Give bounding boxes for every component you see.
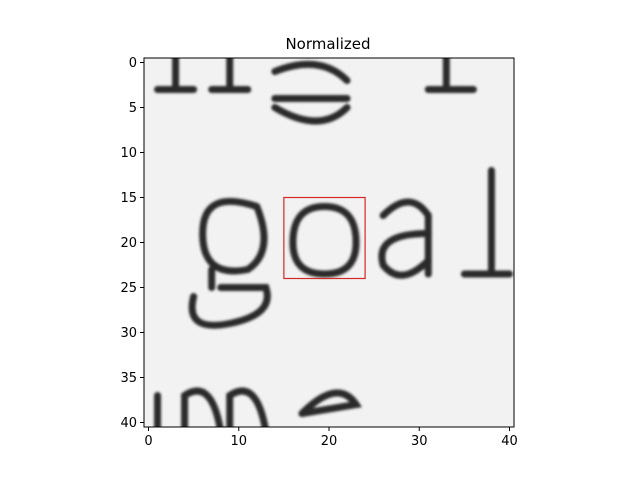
x-tick-label: 30	[411, 434, 428, 449]
glyph-stroke	[188, 284, 271, 329]
heatmap-image	[144, 58, 514, 427]
glyph-stroke	[226, 387, 269, 427]
highlight-box	[283, 196, 366, 280]
y-tick-label: 25	[120, 281, 137, 296]
glyph-stroke	[289, 203, 360, 278]
y-tick-label: 10	[120, 146, 137, 161]
y-tick-label: 40	[120, 416, 137, 431]
glyph-stroke	[379, 198, 432, 278]
glyph-stroke	[271, 60, 351, 84]
y-axis: 0 5 10 15 20 25 30 35 40	[120, 56, 144, 431]
y-tick-label: 20	[120, 236, 137, 251]
x-tick-label: 10	[230, 434, 247, 449]
y-tick-label: 15	[120, 191, 137, 206]
glyph-stroke	[199, 197, 268, 275]
x-tick-label: 40	[501, 434, 518, 449]
glyph-stroke	[378, 230, 432, 279]
y-tick-label: 5	[129, 101, 137, 116]
glyph-stroke	[181, 387, 224, 427]
glyph-stroke	[271, 104, 351, 125]
chart-title: Normalized	[285, 35, 370, 53]
y-tick-label: 35	[120, 371, 137, 386]
y-tick-label: 30	[120, 326, 137, 341]
glyph-stroke	[298, 389, 363, 417]
x-axis: 0 10 20 30 40	[144, 427, 518, 449]
x-tick-label: 20	[321, 434, 338, 449]
x-tick-label: 0	[144, 434, 152, 449]
y-tick-label: 0	[129, 56, 137, 71]
